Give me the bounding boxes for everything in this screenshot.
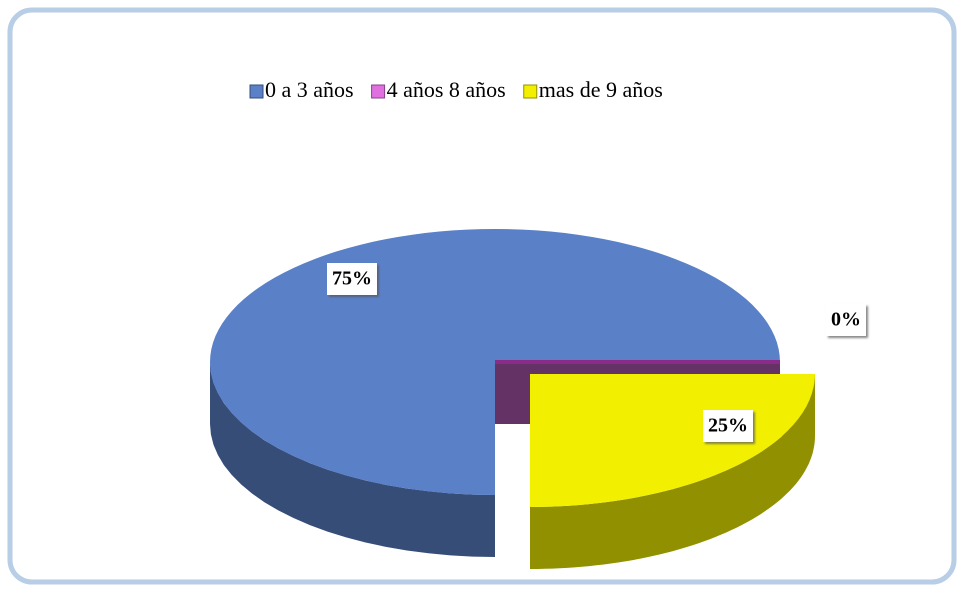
legend: 0 a 3 años 4 años 8 años mas de 9 años	[249, 77, 663, 102]
legend-swatch	[371, 84, 386, 99]
legend-label: 4 años 8 años	[387, 77, 506, 102]
slice-side	[530, 374, 815, 569]
slice	[530, 374, 815, 507]
legend-swatch	[523, 84, 538, 99]
value-label-box	[826, 304, 866, 336]
value-label-box	[327, 263, 377, 295]
value-label: 0%	[831, 309, 861, 331]
value-label: 75%	[332, 268, 372, 290]
legend-swatch	[249, 84, 264, 99]
pie	[210, 229, 815, 569]
legend-label: 0 a 3 años	[265, 77, 354, 102]
slice-side	[210, 362, 495, 557]
value-label-box	[703, 410, 753, 442]
value-label: 25%	[708, 415, 748, 437]
legend-label: mas de 9 años	[539, 77, 663, 102]
labels: 75% 0% 25%	[327, 263, 866, 442]
